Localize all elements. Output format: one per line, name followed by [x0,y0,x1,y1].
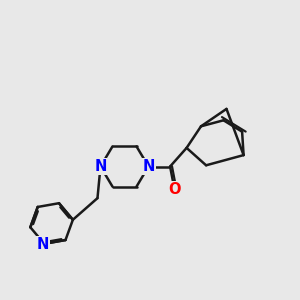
Text: N: N [94,159,107,174]
Text: N: N [142,159,155,174]
Text: N: N [37,238,49,253]
Text: O: O [168,182,181,197]
